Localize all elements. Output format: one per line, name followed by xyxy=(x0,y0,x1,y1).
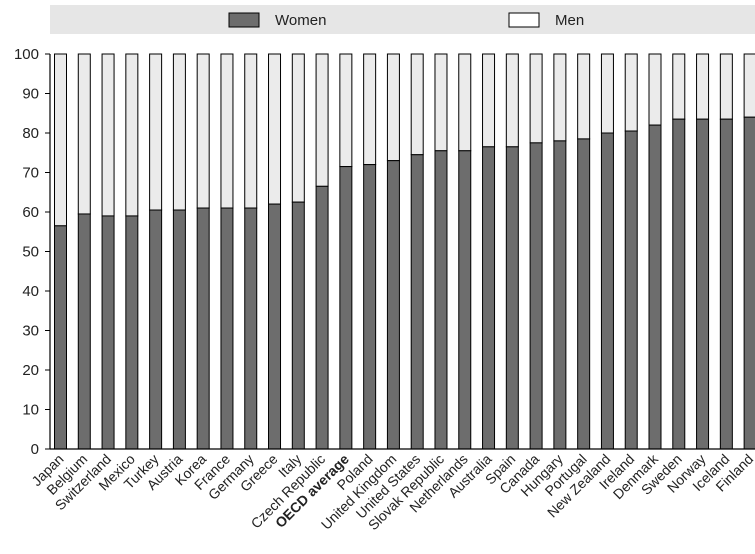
bar-women xyxy=(149,209,163,450)
bar-women xyxy=(696,118,710,450)
legend: Women Men xyxy=(228,12,584,29)
bar-men xyxy=(220,53,234,209)
bar-men xyxy=(648,53,662,126)
bar-women xyxy=(172,209,186,450)
bar-men xyxy=(505,53,519,148)
bar-women xyxy=(363,164,377,450)
bar-men xyxy=(339,53,353,168)
bar-men xyxy=(482,53,496,148)
y-tick-label: 80 xyxy=(22,125,39,142)
bar-women xyxy=(577,138,591,450)
bar-men xyxy=(600,53,614,134)
bar-men xyxy=(101,53,115,217)
bar-women xyxy=(220,207,234,450)
legend-swatch-women xyxy=(228,12,260,28)
bar-women xyxy=(743,116,755,450)
bar-women xyxy=(125,215,139,450)
y-tick-label: 0 xyxy=(31,441,39,458)
bar-men xyxy=(54,53,67,227)
y-tick-label: 50 xyxy=(22,244,39,261)
bar-men xyxy=(291,53,305,203)
bar-men xyxy=(577,53,591,140)
bar-men xyxy=(696,53,710,120)
bar-men xyxy=(410,53,424,156)
bar-women xyxy=(315,185,329,450)
bar-men xyxy=(434,53,448,152)
bar-men xyxy=(172,53,186,211)
bar-women xyxy=(291,201,305,450)
bar-men xyxy=(719,53,733,120)
bar-men xyxy=(196,53,210,209)
bar-men xyxy=(77,53,91,215)
bar-women xyxy=(434,150,448,450)
legend-swatch-men xyxy=(508,12,540,28)
bar-men xyxy=(363,53,377,166)
bar-women xyxy=(719,118,733,450)
bar-women xyxy=(101,215,115,450)
bar-men xyxy=(268,53,282,205)
bar-women xyxy=(458,150,472,450)
bar-men xyxy=(149,53,163,211)
bar-women xyxy=(600,132,614,450)
legend-label-women: Women xyxy=(275,12,326,29)
bar-women xyxy=(505,146,519,450)
bar-men xyxy=(624,53,638,132)
bar-men xyxy=(315,53,329,187)
bar-women xyxy=(77,213,91,450)
bar-women xyxy=(410,154,424,450)
bar-women xyxy=(648,124,662,450)
bar-men xyxy=(458,53,472,152)
y-tick-label: 40 xyxy=(22,283,39,300)
bar-men xyxy=(743,53,755,118)
bar-women xyxy=(386,160,400,450)
bar-women xyxy=(672,118,686,450)
y-tick-label: 70 xyxy=(22,165,39,182)
y-tick-label: 30 xyxy=(22,323,39,340)
y-tick-label: 10 xyxy=(22,402,39,419)
bar-women xyxy=(244,207,258,450)
bar-men xyxy=(529,53,543,144)
x-axis-labels: JapanBelgiumSwitzerlandMexicoTurkeyAustr… xyxy=(28,450,755,533)
bar-men xyxy=(125,53,139,217)
legend-background xyxy=(50,5,755,34)
bar-men xyxy=(386,53,400,162)
bars-group xyxy=(54,53,755,450)
bar-women xyxy=(529,142,543,450)
bar-women xyxy=(196,207,210,450)
y-tick-label: 60 xyxy=(22,204,39,221)
bar-men xyxy=(553,53,567,142)
legend-label-men: Men xyxy=(555,12,584,29)
bar-men xyxy=(244,53,258,209)
bar-women xyxy=(54,225,67,450)
bar-women xyxy=(553,140,567,450)
bar-women xyxy=(624,130,638,450)
bar-men xyxy=(672,53,686,120)
y-axis: 0 10 20 30 40 50 60 70 80 90 100 xyxy=(14,46,755,458)
y-tick-label: 20 xyxy=(22,362,39,379)
y-tick-label: 100 xyxy=(14,46,39,63)
y-tick-label: 90 xyxy=(22,86,39,103)
bar-women xyxy=(482,146,496,450)
bar-women xyxy=(339,166,353,450)
bar-women xyxy=(268,203,282,450)
